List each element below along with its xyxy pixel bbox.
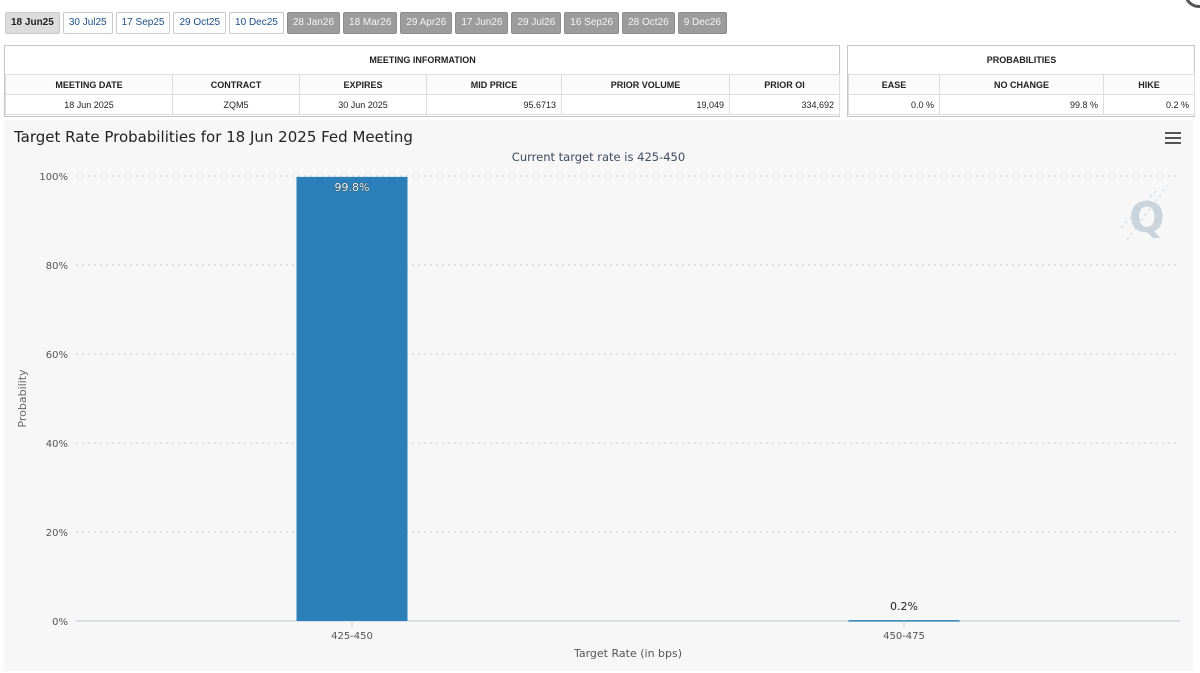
meeting-tab[interactable]: 16 Sep26	[564, 12, 620, 34]
meeting-tab[interactable]: 29 Oct25	[173, 12, 227, 34]
contract-value: ZQM5	[172, 94, 300, 115]
chart-menu-icon[interactable]	[1165, 132, 1181, 144]
header-ease: EASE	[848, 74, 940, 95]
header-prior-volume: PRIOR VOLUME	[561, 74, 730, 95]
meeting-tab[interactable]: 30 Jul25	[62, 12, 113, 34]
mid-price-value: 95.6713	[426, 94, 562, 115]
probabilities-title: PROBABILITIES	[848, 46, 1195, 75]
prior-volume-value: 19,049	[561, 94, 730, 115]
x-tick-label: 425-450	[331, 631, 373, 642]
meeting-tab[interactable]: 29 Apr26	[400, 12, 453, 34]
y-tick-label: 0%	[52, 617, 68, 628]
header-hike: HIKE	[1102, 74, 1196, 95]
meeting-tab[interactable]: 17 Jun26	[455, 12, 509, 34]
y-tick-label: 60%	[46, 350, 68, 361]
chart-subtitle: Current target rate is 425-450	[511, 150, 686, 164]
header-meeting-date: MEETING DATE	[5, 74, 173, 95]
ease-value: 0.0 %	[848, 94, 940, 115]
y-axis-title: Probability	[16, 369, 29, 428]
chart-title: Target Rate Probabilities for 18 Jun 202…	[14, 128, 413, 146]
meeting-information-panel: MEETING INFORMATION MEETING DATE CONTRAC…	[4, 45, 841, 117]
meeting-tabs: 18 Jun25 30 Jul25 17 Sep25 29 Oct25 10 Dec25…	[5, 12, 727, 34]
meeting-information-title: MEETING INFORMATION	[5, 46, 840, 75]
chart-plot: 0% 20% 40% 60% 80% 100% 425-450 99.8% 450-475 0.2…	[16, 172, 1180, 660]
meeting-tab[interactable]: 10 Dec25	[229, 12, 284, 34]
meeting-tab[interactable]: 18 Jun25	[5, 12, 60, 34]
header-expires: EXPIRES	[299, 74, 427, 95]
header-contract: CONTRACT	[172, 74, 300, 95]
header-no-change: NO CHANGE	[939, 74, 1104, 95]
data-label: 99.8%	[335, 181, 370, 194]
meeting-tab[interactable]: 28 Jan26	[286, 12, 341, 34]
header-mid-price: MID PRICE	[426, 74, 562, 95]
prior-oi-value: 334,692	[728, 94, 841, 115]
data-label: 0.2%	[890, 600, 918, 613]
y-tick-label: 100%	[39, 172, 68, 183]
y-tick-label: 40%	[46, 439, 68, 450]
header-prior-oi: PRIOR OI	[728, 74, 841, 95]
quikstrike-logo-icon: Q	[1121, 185, 1168, 242]
bar	[296, 176, 408, 621]
meeting-date-value: 18 Jun 2025	[5, 94, 173, 115]
x-axis-title: Target Rate (in bps)	[573, 647, 682, 660]
svg-text:Q: Q	[1129, 193, 1165, 242]
target-rate-chart: Target Rate Probabilities for 18 Jun 202…	[4, 120, 1193, 671]
meeting-tab[interactable]: 29 Jul26	[511, 12, 562, 34]
probabilities-panel: PROBABILITIES EASE NO CHANGE HIKE 0.0 % …	[847, 45, 1196, 117]
hike-value: 0.2 %	[1102, 94, 1196, 115]
bar	[848, 620, 960, 622]
meeting-tab[interactable]: 17 Sep25	[115, 12, 171, 34]
meeting-tab[interactable]: 28 Oct26	[622, 12, 675, 34]
y-tick-label: 80%	[46, 261, 68, 272]
y-tick-label: 20%	[46, 528, 68, 539]
info-icon[interactable]	[1184, 0, 1200, 8]
meeting-tab[interactable]: 18 Mar26	[343, 12, 398, 34]
meeting-tab[interactable]: 9 Dec26	[677, 12, 727, 34]
no-change-value: 99.8 %	[939, 94, 1104, 115]
x-tick-label: 450-475	[883, 631, 925, 642]
expires-value: 30 Jun 2025	[299, 94, 427, 115]
